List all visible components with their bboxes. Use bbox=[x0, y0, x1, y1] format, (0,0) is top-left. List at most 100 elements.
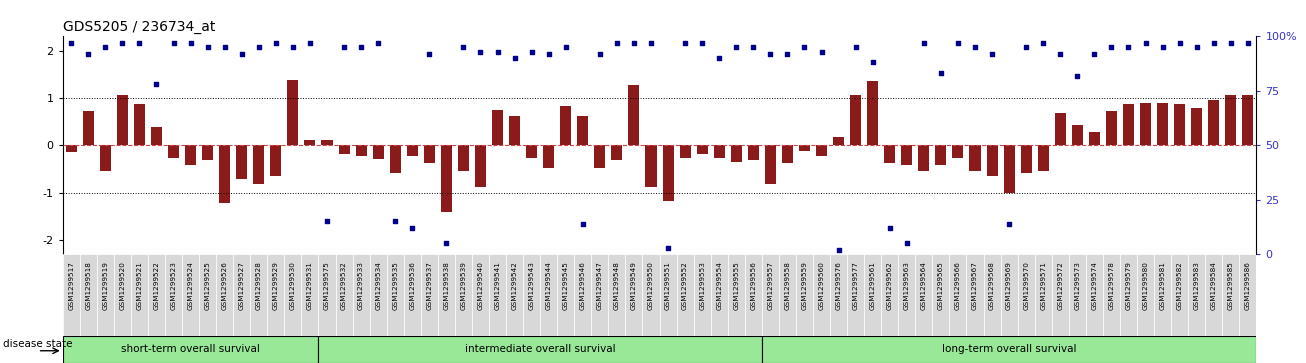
Text: GSM1299558: GSM1299558 bbox=[785, 261, 790, 310]
Text: GSM1299543: GSM1299543 bbox=[529, 261, 534, 310]
Bar bbox=[270, 145, 281, 176]
Point bbox=[1067, 73, 1088, 78]
Bar bbox=[850, 95, 861, 145]
Bar bbox=[1155, 254, 1171, 336]
Bar bbox=[285, 254, 302, 336]
Bar bbox=[611, 145, 623, 160]
Text: GSM1299536: GSM1299536 bbox=[409, 261, 415, 310]
Point bbox=[777, 51, 798, 57]
Point bbox=[1152, 44, 1173, 50]
Text: GSM1299573: GSM1299573 bbox=[1075, 261, 1080, 310]
Bar bbox=[1239, 254, 1256, 336]
Point bbox=[299, 40, 320, 46]
Point bbox=[504, 55, 525, 61]
Point bbox=[214, 44, 235, 50]
Point bbox=[538, 51, 559, 57]
Bar bbox=[1121, 254, 1138, 336]
Point bbox=[982, 51, 1003, 57]
Text: GSM1299566: GSM1299566 bbox=[955, 261, 961, 310]
Bar bbox=[748, 145, 759, 160]
Text: GSM1299554: GSM1299554 bbox=[716, 261, 722, 310]
Text: GSM1299546: GSM1299546 bbox=[580, 261, 586, 310]
Bar bbox=[509, 116, 520, 145]
Bar bbox=[677, 254, 693, 336]
Point bbox=[1186, 44, 1207, 50]
Bar bbox=[609, 254, 626, 336]
Text: GSM1299571: GSM1299571 bbox=[1040, 261, 1046, 310]
Text: GDS5205 / 236734_at: GDS5205 / 236734_at bbox=[63, 20, 215, 34]
Point bbox=[95, 44, 116, 50]
Point bbox=[658, 245, 679, 250]
Bar bbox=[918, 145, 930, 171]
Bar bbox=[696, 145, 708, 154]
Bar bbox=[899, 254, 916, 336]
Point bbox=[333, 44, 354, 50]
Point bbox=[61, 40, 82, 46]
Bar bbox=[560, 106, 571, 145]
Point bbox=[282, 44, 303, 50]
Bar bbox=[338, 145, 350, 154]
Bar bbox=[389, 145, 401, 173]
Bar bbox=[217, 254, 234, 336]
Text: GSM1299581: GSM1299581 bbox=[1160, 261, 1165, 310]
Point bbox=[828, 247, 849, 253]
Text: GSM1299560: GSM1299560 bbox=[819, 261, 824, 310]
Point bbox=[1169, 40, 1190, 46]
Point bbox=[78, 51, 99, 57]
Bar bbox=[441, 145, 452, 212]
Text: GSM1299541: GSM1299541 bbox=[495, 261, 500, 310]
Bar bbox=[983, 254, 1000, 336]
Bar bbox=[761, 254, 778, 336]
Point bbox=[606, 40, 627, 46]
Bar bbox=[304, 139, 316, 145]
Bar bbox=[949, 254, 966, 336]
Text: GSM1299547: GSM1299547 bbox=[597, 261, 603, 310]
Bar bbox=[505, 254, 524, 336]
Bar bbox=[1191, 108, 1203, 145]
Point bbox=[453, 44, 474, 50]
Bar bbox=[82, 111, 94, 145]
Text: GSM1299583: GSM1299583 bbox=[1194, 261, 1200, 310]
Text: GSM1299520: GSM1299520 bbox=[119, 261, 125, 310]
Text: GSM1299576: GSM1299576 bbox=[836, 261, 841, 310]
Text: GSM1299565: GSM1299565 bbox=[938, 261, 944, 310]
Bar bbox=[969, 145, 981, 171]
Bar bbox=[199, 254, 217, 336]
Text: GSM1299534: GSM1299534 bbox=[375, 261, 381, 310]
Bar bbox=[575, 254, 592, 336]
Point bbox=[760, 51, 781, 57]
Bar bbox=[1089, 132, 1100, 145]
Point bbox=[1237, 40, 1258, 46]
Text: GSM1299555: GSM1299555 bbox=[733, 261, 739, 310]
Text: GSM1299584: GSM1299584 bbox=[1211, 261, 1217, 310]
Bar bbox=[458, 145, 469, 171]
Bar bbox=[626, 254, 643, 336]
Bar bbox=[65, 145, 77, 152]
Bar bbox=[236, 145, 247, 179]
Bar bbox=[882, 254, 899, 336]
Bar bbox=[492, 110, 503, 145]
Text: GSM1299517: GSM1299517 bbox=[68, 261, 74, 310]
Point bbox=[589, 51, 610, 57]
Text: GSM1299523: GSM1299523 bbox=[171, 261, 176, 310]
Text: GSM1299548: GSM1299548 bbox=[614, 261, 620, 310]
Point bbox=[896, 240, 917, 246]
Text: GSM1299550: GSM1299550 bbox=[648, 261, 654, 310]
Text: long-term overall survival: long-term overall survival bbox=[942, 344, 1076, 354]
Bar bbox=[234, 254, 251, 336]
Text: GSM1299559: GSM1299559 bbox=[802, 261, 807, 310]
Bar bbox=[986, 145, 998, 176]
Bar bbox=[643, 254, 660, 336]
Text: GSM1299545: GSM1299545 bbox=[563, 261, 568, 310]
Bar bbox=[558, 254, 575, 336]
Bar bbox=[541, 254, 558, 336]
Point bbox=[316, 219, 337, 224]
Text: GSM1299539: GSM1299539 bbox=[461, 261, 466, 310]
Bar bbox=[1106, 111, 1117, 145]
Point bbox=[623, 40, 644, 46]
Bar bbox=[370, 254, 387, 336]
Point bbox=[197, 44, 218, 50]
Bar bbox=[1020, 145, 1032, 173]
Point bbox=[555, 44, 576, 50]
Point bbox=[1084, 51, 1105, 57]
